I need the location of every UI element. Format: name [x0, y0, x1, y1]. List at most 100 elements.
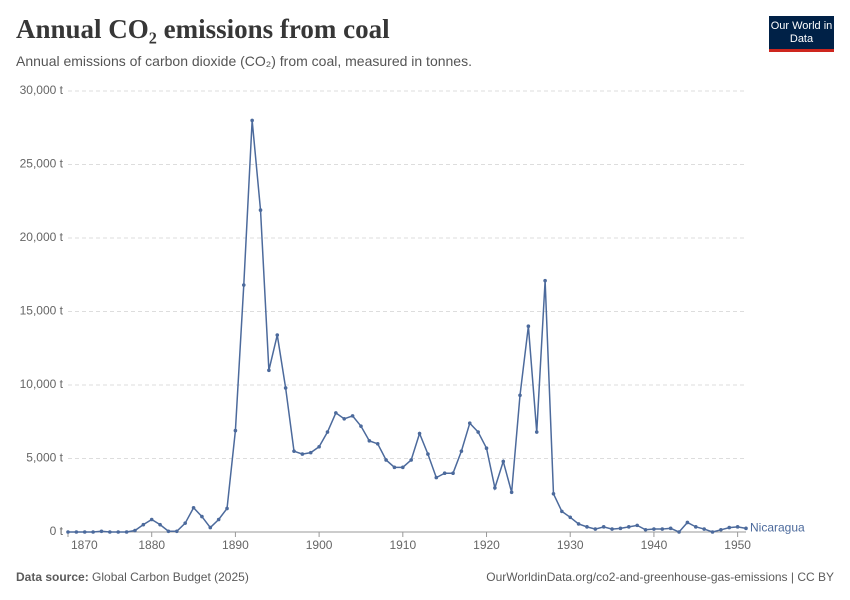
point [677, 530, 681, 534]
point [350, 414, 355, 418]
point [283, 386, 288, 390]
point [610, 527, 614, 531]
x-tick-label: 1880 [138, 538, 165, 552]
point [426, 452, 430, 456]
point [141, 522, 146, 527]
data-source: Data source: Global Carbon Budget (2025) [16, 570, 249, 584]
y-tick-label: 25,000 t [20, 157, 64, 171]
point [158, 522, 162, 527]
point [267, 368, 271, 373]
point [501, 459, 506, 464]
source: Global Carbon Budget (2025) [92, 570, 249, 584]
logo[interactable]: Our World in Data [769, 16, 834, 52]
point [325, 430, 330, 434]
chart-title: Annual CO₂ emissions from coal [16, 14, 390, 44]
point [175, 529, 179, 534]
point [359, 424, 363, 428]
point [292, 449, 296, 453]
point [99, 529, 104, 534]
y-tick-label: 30,000 t [20, 83, 64, 97]
point [409, 458, 413, 462]
point [635, 523, 639, 528]
point [133, 528, 137, 533]
point [484, 446, 489, 451]
point [618, 526, 623, 531]
point [166, 529, 171, 534]
point [593, 527, 598, 531]
point [250, 118, 254, 123]
x-tick-label: 1900 [306, 538, 333, 552]
y-tick-label: 15,000 t [20, 304, 64, 318]
point [710, 530, 715, 534]
point [334, 411, 338, 415]
y-tick-label: 20,000 t [20, 230, 64, 244]
source-label: Data source: [16, 570, 89, 584]
x-tick-label: 1950 [724, 538, 751, 552]
x-tick-label: 1910 [389, 538, 416, 552]
chart-subtitle: Annual emissions of carbon dioxide (CO₂)… [16, 53, 472, 69]
y-tick-label: 5,000 t [26, 451, 63, 465]
point [560, 509, 564, 514]
point [208, 525, 213, 530]
point [417, 431, 422, 436]
point [149, 517, 154, 522]
point [534, 430, 539, 434]
attribution[interactable]: OurWorldinData.org/co2-and-greenhouse-ga… [486, 570, 834, 584]
point [124, 530, 129, 534]
point [434, 475, 439, 480]
point [200, 514, 204, 519]
y-tick-label: 0 t [50, 524, 64, 538]
point [568, 515, 573, 520]
point [459, 449, 464, 453]
point [693, 525, 698, 529]
point [183, 521, 187, 525]
point [585, 525, 589, 529]
point [509, 490, 514, 495]
y-tick-label: 10,000 t [20, 377, 64, 391]
point [727, 525, 732, 530]
x-tick-label: 1920 [473, 538, 500, 552]
point [518, 393, 522, 398]
point [627, 525, 631, 529]
line [68, 120, 747, 533]
point [308, 450, 313, 455]
x-tick-label: 1940 [641, 538, 668, 552]
point [401, 465, 405, 470]
point [66, 530, 70, 534]
point [442, 471, 447, 476]
point [735, 525, 740, 529]
point [493, 486, 497, 490]
point [551, 491, 556, 496]
point [116, 530, 121, 534]
point [108, 530, 112, 534]
point [300, 452, 305, 456]
point [82, 530, 87, 534]
point [660, 527, 665, 531]
x-tick-label: 1890 [222, 538, 249, 552]
point [685, 520, 690, 525]
point [643, 527, 648, 532]
point [74, 530, 79, 534]
point [375, 442, 380, 446]
point [384, 458, 388, 462]
point [601, 525, 606, 529]
legend-label: Nicaragua [750, 520, 805, 534]
point [258, 208, 263, 212]
point [451, 471, 455, 476]
x-tick-label: 1870 [71, 538, 98, 552]
point [91, 530, 95, 534]
point [275, 333, 280, 337]
point [392, 465, 397, 470]
point [225, 506, 229, 511]
point [342, 417, 347, 421]
point [467, 421, 472, 426]
point [744, 526, 748, 531]
point [668, 526, 673, 531]
point [216, 517, 221, 522]
point [476, 430, 480, 434]
point [576, 522, 581, 526]
point [702, 527, 706, 531]
point [191, 505, 196, 510]
